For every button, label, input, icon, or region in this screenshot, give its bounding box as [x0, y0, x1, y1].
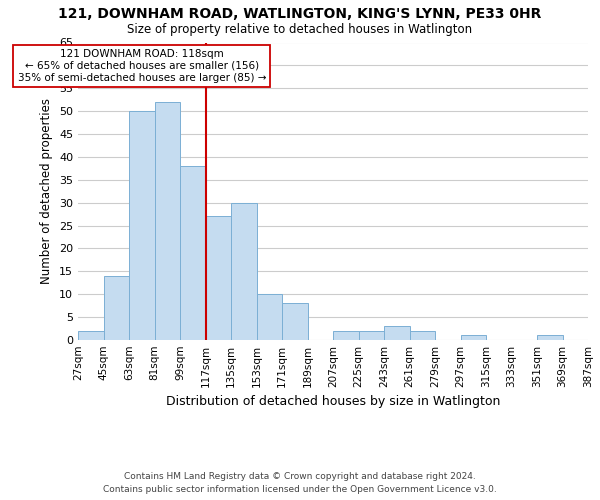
Bar: [409, 331, 435, 340]
Bar: [257, 294, 282, 340]
X-axis label: Distribution of detached houses by size in Watlington: Distribution of detached houses by size …: [166, 396, 500, 408]
Text: Size of property relative to detached houses in Watlington: Size of property relative to detached ho…: [127, 22, 473, 36]
Bar: [180, 166, 205, 340]
Bar: [359, 331, 384, 340]
Y-axis label: Number of detached properties: Number of detached properties: [40, 98, 53, 284]
Bar: [104, 276, 129, 340]
Bar: [537, 336, 563, 340]
Bar: [155, 102, 180, 340]
Bar: [205, 216, 231, 340]
Text: 121 DOWNHAM ROAD: 118sqm
← 65% of detached houses are smaller (156)
35% of semi-: 121 DOWNHAM ROAD: 118sqm ← 65% of detach…: [17, 50, 266, 82]
Bar: [231, 202, 257, 340]
Bar: [282, 304, 308, 340]
Bar: [78, 331, 104, 340]
Bar: [333, 331, 359, 340]
Bar: [384, 326, 409, 340]
Text: Contains HM Land Registry data © Crown copyright and database right 2024.
Contai: Contains HM Land Registry data © Crown c…: [103, 472, 497, 494]
Text: 121, DOWNHAM ROAD, WATLINGTON, KING'S LYNN, PE33 0HR: 121, DOWNHAM ROAD, WATLINGTON, KING'S LY…: [58, 8, 542, 22]
Bar: [129, 111, 155, 340]
Bar: [461, 336, 486, 340]
